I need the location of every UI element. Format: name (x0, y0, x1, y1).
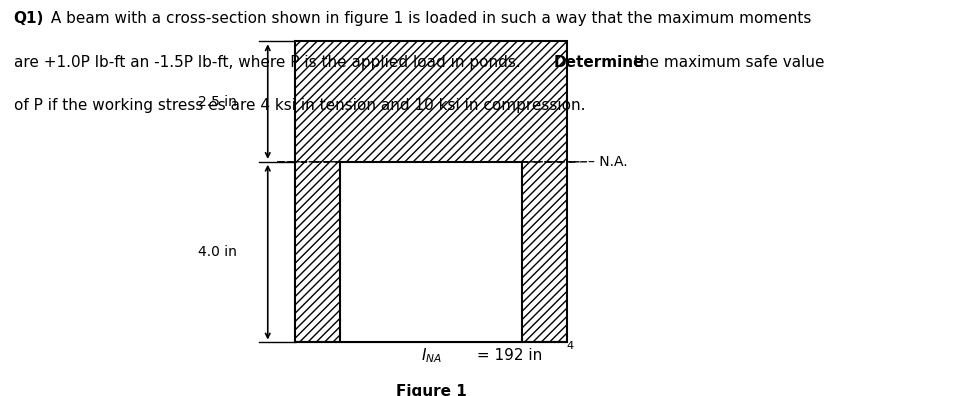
Text: A beam with a cross-section shown in figure 1 is loaded in such a way that the m: A beam with a cross-section shown in fig… (46, 11, 812, 26)
Text: 4.0 in: 4.0 in (199, 245, 237, 259)
Text: $I_{NA}$: $I_{NA}$ (420, 346, 442, 365)
Text: Figure 1: Figure 1 (396, 384, 467, 396)
Bar (295, 42, 567, 343)
Text: the maximum safe value: the maximum safe value (629, 55, 824, 70)
Bar (340, 162, 522, 341)
Text: – N.A.: – N.A. (588, 155, 628, 169)
Text: 2.5 in: 2.5 in (199, 95, 237, 109)
Bar (295, 42, 567, 343)
Text: Determine: Determine (553, 55, 644, 70)
Text: of P if the working stress es are 4 ksi in tension and 10 ksi in compression.: of P if the working stress es are 4 ksi … (13, 98, 585, 113)
Text: = 192 in: = 192 in (472, 348, 542, 363)
Text: 4: 4 (567, 341, 574, 351)
Text: are +1.0P lb-ft an -1.5P lb-ft, where P is the applied load in ponds.: are +1.0P lb-ft an -1.5P lb-ft, where P … (13, 55, 525, 70)
Text: Q1): Q1) (13, 11, 44, 26)
